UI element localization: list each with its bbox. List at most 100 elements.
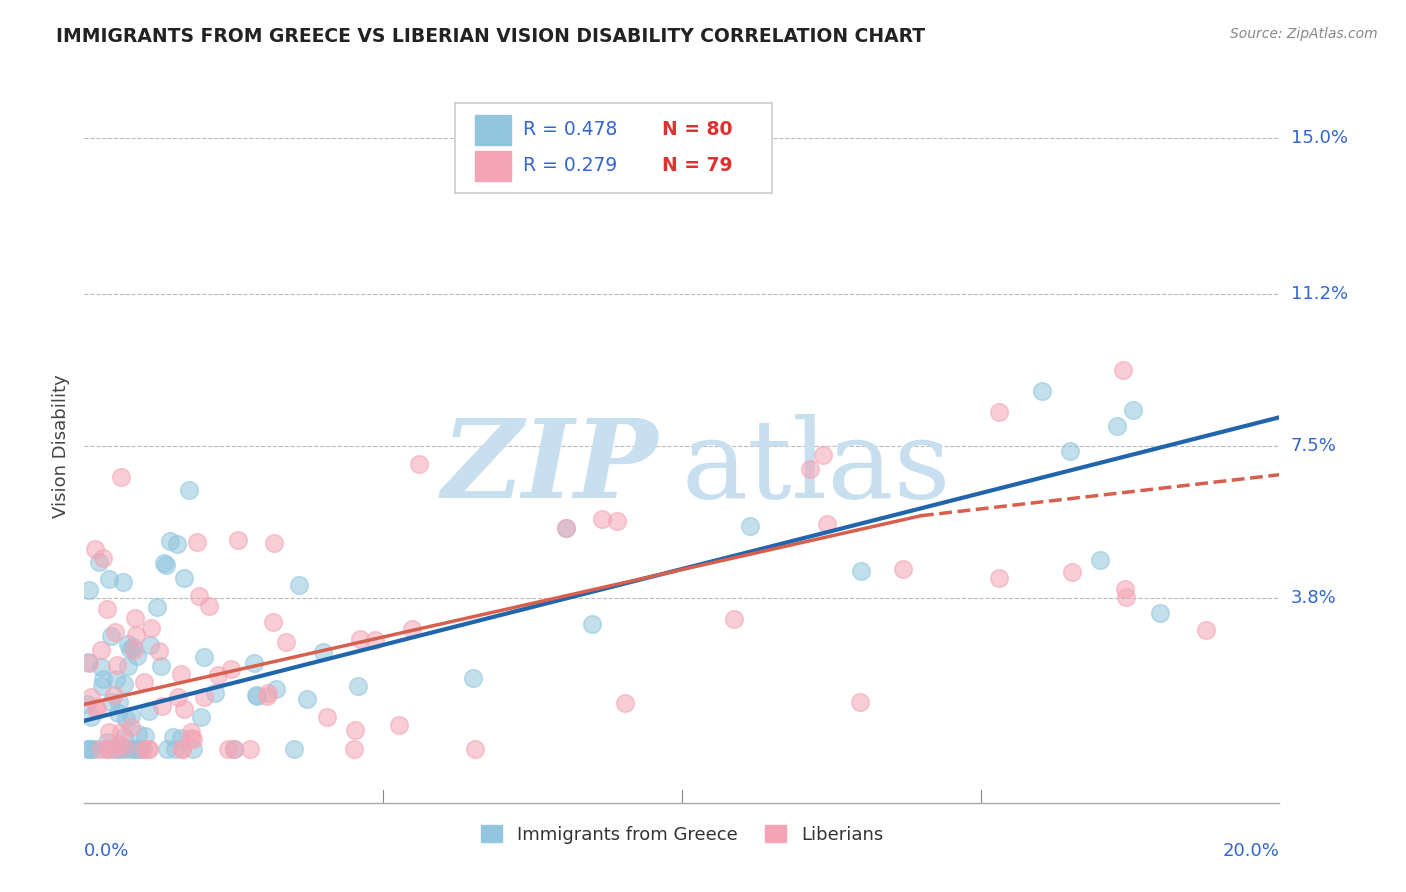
Point — [165, 742, 187, 756]
Point — [79, 742, 101, 756]
Point — [851, 564, 873, 578]
Text: IMMIGRANTS FROM GREECE VS LIBERIAN VISION DISABILITY CORRELATION CHART: IMMIGRANTS FROM GREECE VS LIBERIAN VISIO… — [56, 27, 925, 45]
Point — [363, 632, 385, 647]
Point — [96, 735, 118, 749]
Point — [120, 708, 142, 723]
Point — [987, 571, 1010, 585]
Point — [288, 578, 311, 592]
Point — [127, 649, 149, 664]
Point — [848, 694, 870, 708]
Point — [1090, 553, 1112, 567]
Point — [219, 662, 242, 676]
Point — [128, 742, 150, 756]
Point — [122, 742, 145, 756]
Point — [180, 731, 202, 746]
Point — [266, 682, 288, 697]
Point — [121, 640, 143, 655]
Text: R = 0.279: R = 0.279 — [523, 156, 617, 175]
Point — [1114, 582, 1136, 596]
Point — [76, 697, 98, 711]
Point — [148, 644, 170, 658]
Point — [132, 674, 155, 689]
Text: R = 0.478: R = 0.478 — [523, 120, 617, 139]
Point — [181, 732, 204, 747]
Point — [91, 550, 114, 565]
Y-axis label: Vision Disability: Vision Disability — [52, 374, 70, 518]
Point — [1107, 418, 1129, 433]
Text: 3.8%: 3.8% — [1291, 589, 1336, 607]
Point — [112, 740, 135, 755]
Text: N = 80: N = 80 — [662, 120, 733, 139]
Point — [105, 742, 128, 756]
Point — [79, 742, 101, 756]
Point — [90, 680, 112, 694]
Point — [257, 686, 280, 700]
Point — [87, 555, 110, 569]
Point — [138, 704, 160, 718]
Point — [401, 622, 423, 636]
Point — [155, 558, 177, 572]
Point — [1031, 384, 1053, 398]
Point — [239, 742, 262, 756]
Point — [217, 742, 239, 756]
Point — [162, 730, 184, 744]
Point — [80, 710, 103, 724]
Point — [76, 742, 98, 756]
Point — [110, 470, 132, 484]
Text: 0.0%: 0.0% — [84, 842, 129, 860]
Point — [347, 679, 370, 693]
Point — [131, 742, 153, 756]
Point — [554, 521, 576, 535]
Point — [77, 582, 100, 597]
Point — [263, 536, 285, 550]
Point — [150, 699, 173, 714]
Text: Source: ZipAtlas.com: Source: ZipAtlas.com — [1230, 27, 1378, 41]
Point — [105, 658, 128, 673]
Point — [193, 690, 215, 705]
Point — [723, 612, 745, 626]
Point — [606, 514, 628, 528]
Point — [83, 542, 105, 557]
Point — [114, 712, 136, 726]
Point — [204, 686, 226, 700]
Point — [77, 655, 100, 669]
Point — [256, 689, 278, 703]
Legend: Immigrants from Greece, Liberians: Immigrants from Greece, Liberians — [481, 825, 883, 844]
FancyBboxPatch shape — [456, 103, 772, 193]
Point — [145, 600, 167, 615]
Point — [138, 742, 160, 756]
Point — [297, 692, 319, 706]
Point — [173, 572, 195, 586]
Text: atlas: atlas — [682, 414, 952, 521]
Point — [98, 725, 121, 739]
Point — [84, 700, 107, 714]
Point — [170, 742, 193, 756]
Point — [246, 690, 269, 704]
Point — [614, 696, 637, 710]
Point — [100, 695, 122, 709]
Point — [811, 448, 834, 462]
Point — [283, 742, 305, 756]
Point — [104, 624, 127, 639]
Point — [103, 688, 125, 702]
Point — [245, 688, 267, 702]
Point — [117, 742, 139, 756]
Point — [97, 572, 120, 586]
Point — [152, 556, 174, 570]
Point — [316, 710, 339, 724]
Point — [1062, 565, 1084, 579]
Point — [193, 649, 215, 664]
Point — [312, 645, 335, 659]
Point — [591, 512, 613, 526]
Point — [111, 742, 134, 756]
Point — [107, 742, 129, 756]
Point — [181, 742, 204, 756]
FancyBboxPatch shape — [475, 115, 510, 145]
Point — [180, 724, 202, 739]
Point — [1059, 444, 1081, 458]
Point — [118, 641, 141, 656]
Point — [228, 533, 250, 547]
Point — [170, 742, 193, 756]
Point — [77, 657, 100, 671]
Point — [96, 742, 118, 756]
